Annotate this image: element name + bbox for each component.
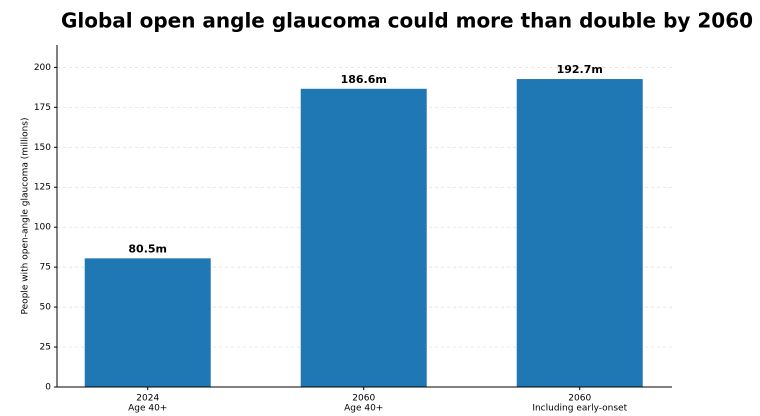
bar (300, 88, 427, 387)
y-tick-label: 200 (34, 63, 51, 73)
x-tick-label: 2060 (568, 394, 591, 404)
y-tick-label: 175 (34, 103, 51, 113)
x-tick-label: 2024 (136, 394, 159, 404)
x-tick-label: 2060 (352, 394, 375, 404)
value-label: 186.6m (341, 73, 387, 86)
y-tick-label: 50 (40, 303, 52, 313)
y-tick-label: 0 (45, 383, 51, 393)
bar (516, 79, 643, 387)
y-tick-label: 25 (40, 343, 51, 353)
bar (84, 258, 211, 387)
value-label: 80.5m (128, 242, 167, 255)
y-tick-label: 125 (34, 183, 51, 193)
y-tick-label: 75 (40, 263, 51, 273)
x-tick-label: Age 40+ (128, 404, 167, 414)
chart-title: Global open angle glaucoma could more th… (61, 9, 753, 33)
x-tick-label: Including early-onset (532, 404, 627, 414)
y-tick-label: 150 (34, 143, 51, 153)
value-label: 192.7m (557, 63, 603, 76)
x-tick-label: Age 40+ (344, 404, 383, 414)
y-axis-label: People with open-angle glaucoma (million… (21, 118, 31, 315)
y-tick-label: 100 (34, 223, 51, 233)
